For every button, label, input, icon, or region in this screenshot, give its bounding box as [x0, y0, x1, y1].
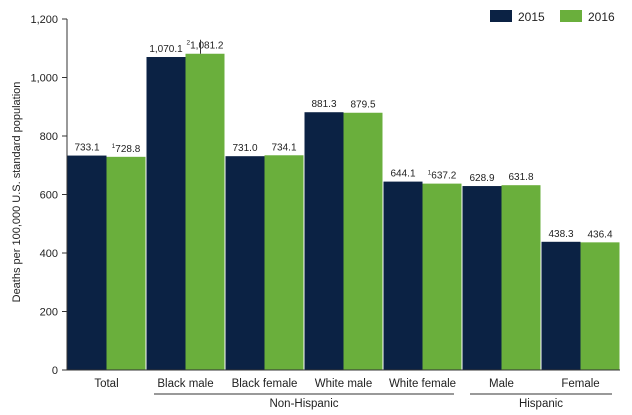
data-labels: 733.1 1728.8 1,070.1 21,081.2 731.0 734.1 881.… — [74, 39, 613, 240]
bar-2015 — [462, 186, 502, 370]
legend-label: 2016 — [588, 10, 615, 24]
category-label: Total — [94, 378, 118, 390]
y-tick-label: 1,000 — [30, 73, 58, 85]
data-label: 734.1 — [271, 142, 296, 153]
bar-2016 — [422, 183, 462, 370]
category-label: White female — [389, 378, 456, 390]
bar-2015 — [304, 112, 344, 370]
category-label: White male — [315, 378, 373, 390]
group-label: Hispanic — [519, 398, 563, 410]
y-tick-label: 800 — [40, 131, 58, 143]
data-label: 881.3 — [311, 99, 336, 110]
y-tick-label: 200 — [40, 307, 58, 319]
data-label: 438.3 — [548, 229, 573, 240]
bar-2016 — [501, 185, 541, 370]
data-label: 21,081.2 — [187, 40, 224, 52]
bar-2016 — [185, 53, 225, 371]
y-axis-title: Deaths per 100,000 U.S. standard populat… — [11, 82, 23, 303]
legend-label: 2015 — [518, 10, 545, 24]
legend-swatch — [490, 10, 512, 22]
bar-2016 — [580, 242, 620, 370]
data-label: 1728.8 — [112, 143, 141, 155]
data-label: 1,070.1 — [149, 44, 183, 55]
y-axis: 0 200 400 600 800 1,000 1,200 — [30, 14, 68, 377]
bar-2015 — [67, 155, 107, 370]
legend-swatch — [560, 10, 582, 22]
category-label: Female — [561, 378, 599, 390]
y-tick-label: 1,200 — [30, 14, 58, 26]
data-label: 644.1 — [390, 169, 415, 180]
data-label: 436.4 — [587, 229, 612, 240]
bar-2015 — [383, 181, 423, 370]
data-label: 879.5 — [350, 100, 375, 111]
data-label: 631.8 — [508, 172, 533, 183]
bar-2016 — [343, 112, 383, 370]
bar-2015 — [541, 241, 581, 370]
data-label: 628.9 — [469, 173, 494, 184]
bar-2015 — [225, 156, 265, 370]
category-label: Male — [489, 378, 514, 390]
data-label: 731.0 — [232, 143, 257, 154]
y-tick-label: 600 — [40, 190, 58, 202]
bar-2016 — [106, 156, 146, 370]
legend: 2015 2016 — [490, 10, 615, 24]
category-label: Black male — [157, 378, 213, 390]
data-label: 1637.2 — [428, 170, 457, 182]
group-label: Non-Hispanic — [269, 398, 338, 410]
bar-2016 — [264, 155, 304, 370]
category-label: Black female — [232, 378, 298, 390]
y-tick-label: 400 — [40, 248, 58, 260]
y-tick-label: 0 — [52, 365, 58, 377]
bars — [67, 53, 620, 371]
x-axis: Total Black male Black female White male Whi… — [67, 369, 620, 410]
data-label: 733.1 — [74, 143, 99, 154]
bar-2015 — [146, 56, 186, 370]
